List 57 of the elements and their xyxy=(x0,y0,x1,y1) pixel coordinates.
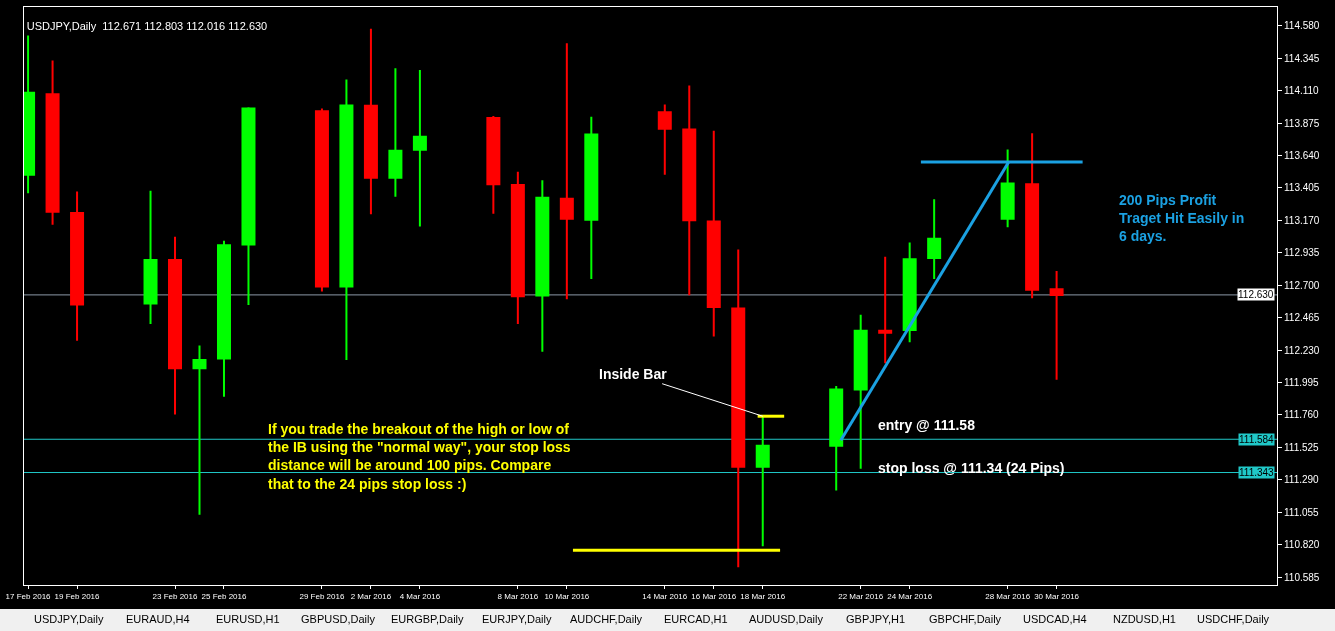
text: AUDCHF,Daily xyxy=(570,613,643,625)
text: EURJPY,Daily xyxy=(482,613,552,625)
ref-line-label: 112.630 xyxy=(1238,289,1274,300)
x-tick-label: 29 Feb 2016 xyxy=(299,591,345,601)
x-tick-label: 18 Mar 2016 xyxy=(740,591,786,601)
text: USDCHF,Daily xyxy=(1197,613,1270,625)
y-tick-label: 112.465 xyxy=(1284,312,1320,324)
y-tick-label: 113.405 xyxy=(1284,182,1320,194)
y-tick-label: 111.525 xyxy=(1284,441,1320,453)
x-tick-label: 25 Feb 2016 xyxy=(201,591,247,601)
annotation: 200 Pips Profit Traget Hit Easily in 6 days. xyxy=(1119,192,1245,245)
y-tick-label: 110.585 xyxy=(1284,571,1320,583)
text: AUDUSD,Daily xyxy=(749,613,824,625)
ref-line-label: 111.343 xyxy=(1239,467,1275,478)
annotation: entry @ 111.58 xyxy=(878,417,976,433)
text: USDCAD,H4 xyxy=(1023,613,1087,625)
y-tick-label: 113.170 xyxy=(1284,214,1320,226)
text: GBPCHF,Daily xyxy=(929,613,1002,625)
annotation: Inside Bar xyxy=(599,366,668,382)
text: EURGBP,Daily xyxy=(391,613,465,625)
x-tick-label: 19 Feb 2016 xyxy=(54,591,101,601)
y-tick-label: 112.230 xyxy=(1284,344,1320,356)
x-tick-label: 10 Mar 2016 xyxy=(544,591,590,601)
x-tick-label: 4 Mar 2016 xyxy=(399,591,441,601)
y-tick-label: 111.055 xyxy=(1284,506,1320,518)
y-tick-label: 111.995 xyxy=(1284,377,1320,389)
x-tick-label: 24 Mar 2016 xyxy=(887,591,933,601)
text: EURAUD,H4 xyxy=(126,613,190,625)
text: NZDUSD,H1 xyxy=(1113,613,1176,625)
y-tick-label: 112.935 xyxy=(1284,247,1320,259)
x-tick-label: 30 Mar 2016 xyxy=(1034,591,1080,601)
text: EURUSD,H1 xyxy=(216,613,280,625)
text: USDJPY,Daily xyxy=(34,613,104,625)
ref-line-label: 111.584 xyxy=(1239,434,1275,445)
x-tick-label: 2 Mar 2016 xyxy=(350,591,392,601)
y-tick-label: 111.290 xyxy=(1284,474,1320,486)
annotation: If you trade the breakout of the high or low of the IB using the "normal way", your stop loss distance will be around 100 pips. Compare that to the 24 pips stop loss :) xyxy=(268,421,571,492)
x-tick-label: 14 Mar 2016 xyxy=(642,591,688,601)
x-tick-label: 8 Mar 2016 xyxy=(497,591,539,601)
y-tick-label: 113.640 xyxy=(1284,150,1320,161)
text: GBPUSD,Daily xyxy=(301,613,376,625)
y-tick-label: 114.580 xyxy=(1284,20,1320,32)
x-tick-label: 16 Mar 2016 xyxy=(691,591,737,601)
y-tick-label: 113.875 xyxy=(1284,117,1320,129)
text: USDJPY,Daily 112.671 112.803 112.016 112.630 xyxy=(26,19,268,32)
x-tick-label: 28 Mar 2016 xyxy=(985,591,1031,601)
y-tick-label: 114.345 xyxy=(1284,52,1320,64)
text: GBPJPY,H1 xyxy=(846,613,906,625)
y-tick-label: 114.110 xyxy=(1284,85,1320,97)
x-tick-label: 23 Feb 2016 xyxy=(152,591,199,601)
y-tick-label: 112.700 xyxy=(1284,279,1320,291)
annotation: stop loss @ 111.34 (24 Pips) xyxy=(878,460,1065,476)
x-tick-label: 17 Feb 2016 xyxy=(5,591,52,601)
x-tick-label: 22 Mar 2016 xyxy=(838,591,884,601)
y-tick-label: 110.820 xyxy=(1284,539,1320,551)
text: EURCAD,H1 xyxy=(664,613,728,625)
y-tick-label: 111.760 xyxy=(1284,409,1320,421)
